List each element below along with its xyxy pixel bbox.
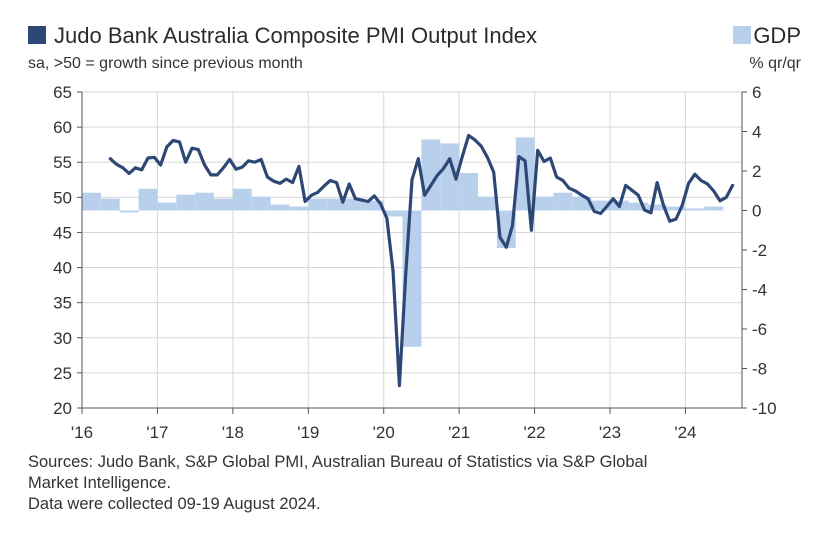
gdp-bar bbox=[628, 202, 648, 211]
gdp-bar bbox=[553, 192, 573, 211]
right-tick-label: -8 bbox=[752, 360, 767, 379]
left-tick-label: 60 bbox=[53, 118, 72, 137]
gdp-legend-label: GDP bbox=[753, 23, 801, 48]
gdp-bar bbox=[704, 206, 724, 211]
gdp-bar bbox=[327, 198, 346, 211]
gdp-bar bbox=[364, 200, 384, 211]
gdp-unit-label: % qr/qr bbox=[749, 55, 801, 72]
chart-title: Judo Bank Australia Composite PMI Output… bbox=[54, 23, 537, 48]
gdp-bar bbox=[232, 188, 252, 211]
x-tick-label: '20 bbox=[373, 423, 395, 442]
right-tick-label: -10 bbox=[752, 399, 777, 418]
sources-footer: Sources: Judo Bank, S&P Global PMI, Aust… bbox=[28, 452, 818, 515]
right-tick-label: -2 bbox=[752, 241, 767, 260]
left-tick-label: 55 bbox=[53, 153, 72, 172]
axes bbox=[77, 91, 747, 414]
gdp-bars bbox=[82, 137, 724, 347]
left-tick-label: 65 bbox=[53, 83, 72, 102]
collection-note: Data were collected 09-19 August 2024. bbox=[28, 495, 321, 513]
gdp-bar bbox=[138, 188, 158, 211]
right-tick-label: 0 bbox=[752, 202, 761, 221]
gdp-bar bbox=[440, 143, 460, 211]
x-tick-label: '19 bbox=[297, 423, 319, 442]
gdp-bar bbox=[459, 172, 478, 211]
pmi-line-layer bbox=[108, 133, 735, 388]
gdp-bar bbox=[534, 196, 554, 211]
right-tick-label: 6 bbox=[752, 83, 761, 102]
right-tick-label: 2 bbox=[752, 162, 761, 181]
left-tick-label: 35 bbox=[53, 294, 72, 313]
x-tick-label: '22 bbox=[523, 423, 545, 442]
sources-line-2: Market Intelligence. bbox=[28, 474, 172, 492]
left-tick-label: 50 bbox=[53, 188, 72, 207]
gdp-bar bbox=[666, 206, 686, 211]
gdp-bar bbox=[176, 194, 196, 211]
gdp-bar bbox=[214, 198, 233, 211]
x-tick-label: '17 bbox=[146, 423, 168, 442]
gdp-bar bbox=[289, 206, 309, 211]
x-tick-label: '24 bbox=[674, 423, 696, 442]
x-tick-label: '21 bbox=[448, 423, 470, 442]
chart-canvas: Judo Bank Australia Composite PMI Output… bbox=[28, 23, 802, 442]
gdp-bar bbox=[100, 198, 120, 211]
sources-line-1: Sources: Judo Bank, S&P Global PMI, Aust… bbox=[28, 453, 648, 471]
gdp-bar bbox=[119, 210, 139, 213]
gdp-bar bbox=[82, 192, 101, 211]
left-tick-label: 25 bbox=[53, 364, 72, 383]
gdp-bar bbox=[685, 208, 705, 211]
right-tick-label: -4 bbox=[752, 281, 767, 300]
x-tick-label: '18 bbox=[222, 423, 244, 442]
x-tick-label: '23 bbox=[599, 423, 621, 442]
left-tick-label: 40 bbox=[53, 259, 72, 278]
chart-subtitle: sa, >50 = growth since previous month bbox=[28, 55, 303, 72]
pmi-legend-swatch bbox=[28, 26, 46, 44]
gdp-bar bbox=[383, 210, 403, 217]
gdp-bar bbox=[157, 202, 177, 211]
right-tick-label: 4 bbox=[752, 123, 761, 142]
left-tick-label: 30 bbox=[53, 329, 72, 348]
gdp-bar bbox=[270, 204, 290, 211]
tick-labels: 20 25 30 35 40 45 50 55 60 65 -10 -8 -6 -4 -2 0 2 4 6 '16 '1… bbox=[53, 83, 777, 442]
pmi-line bbox=[108, 133, 735, 388]
gdp-bar bbox=[478, 196, 497, 211]
gdp-legend-swatch bbox=[733, 26, 751, 44]
gdp-bar bbox=[591, 200, 610, 211]
right-tick-label: -6 bbox=[752, 320, 767, 339]
left-tick-label: 20 bbox=[53, 399, 72, 418]
gdp-bar bbox=[195, 192, 214, 211]
left-tick-label: 45 bbox=[53, 223, 72, 242]
gdp-bar bbox=[572, 196, 592, 211]
x-tick-label: '16 bbox=[71, 423, 93, 442]
gdp-bar bbox=[308, 198, 328, 211]
gdp-bar bbox=[346, 198, 365, 211]
gdp-bar bbox=[251, 196, 271, 211]
gdp-bar bbox=[647, 204, 667, 211]
